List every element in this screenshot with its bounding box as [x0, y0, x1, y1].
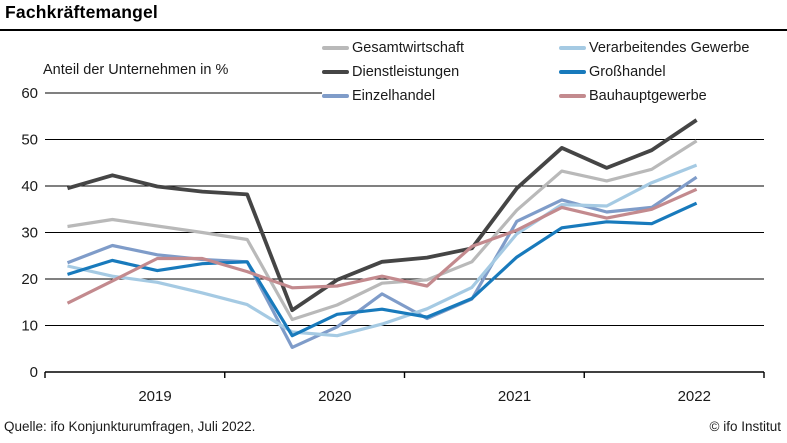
line-swatch-icon [322, 94, 349, 98]
y-tick-label-20: 20 [21, 271, 38, 288]
legend-label: Bauhauptgewerbe [589, 88, 707, 104]
legend-item-bauhauptgewerbe: Bauhauptgewerbe [559, 88, 787, 104]
x-tick-label-2020: 2020 [318, 388, 351, 405]
legend-label: Dienstleistungen [352, 64, 460, 80]
x-tick-label-2022: 2022 [678, 388, 711, 405]
series-line-gro-handel [67, 201, 698, 338]
legend-item-einzelhandel: Einzelhandel [322, 88, 559, 104]
legend-item-gesamtwirtschaft: Gesamtwirtschaft [322, 40, 559, 56]
source-note: Quelle: ifo Konjunkturumfragen, Juli 202… [4, 419, 256, 434]
line-swatch-icon [559, 46, 586, 50]
y-tick-label-10: 10 [21, 318, 38, 335]
series-line-dienstleistungen [66, 118, 698, 313]
y-tick-label-60: 60 [21, 85, 38, 102]
legend-label: Einzelhandel [352, 88, 436, 104]
legend-label: Verarbeitendes Gewerbe [589, 40, 750, 56]
series-line-verarbeitendes-gewerbe [67, 163, 698, 338]
line-swatch-icon [559, 94, 586, 98]
legend-item-verarbeitendes-gewerbe: Verarbeitendes Gewerbe [559, 40, 787, 56]
series-line-bauhauptgewerbe [66, 187, 698, 305]
copyright-note: © ifo Institut [709, 419, 781, 434]
series-line-einzelhandel [66, 175, 698, 349]
line-swatch-icon [322, 46, 349, 50]
legend-label: Gesamtwirtschaft [352, 40, 464, 56]
y-tick-label-40: 40 [21, 178, 38, 195]
line-swatch-icon [559, 70, 586, 74]
legend-item-dienstleistungen: Dienstleistungen [322, 64, 559, 80]
x-tick-label-2021: 2021 [498, 388, 531, 405]
legend-label: Großhandel [589, 64, 666, 80]
legend-item-grosshandel: Großhandel [559, 64, 787, 80]
page-title: Fachkräftemangel [5, 2, 158, 22]
title-rule [0, 29, 787, 31]
x-tick-label-2019: 2019 [138, 388, 171, 405]
y-tick-label-30: 30 [21, 225, 38, 242]
series-line-gesamtwirtschaft [67, 139, 698, 322]
y-tick-label-0: 0 [30, 364, 38, 381]
y-axis-label: Anteil der Unternehmen in % [43, 62, 229, 78]
legend: Gesamtwirtschaft Verarbeitendes Gewerbe … [322, 36, 787, 110]
y-tick-label-50: 50 [21, 132, 38, 149]
line-swatch-icon [322, 70, 349, 74]
